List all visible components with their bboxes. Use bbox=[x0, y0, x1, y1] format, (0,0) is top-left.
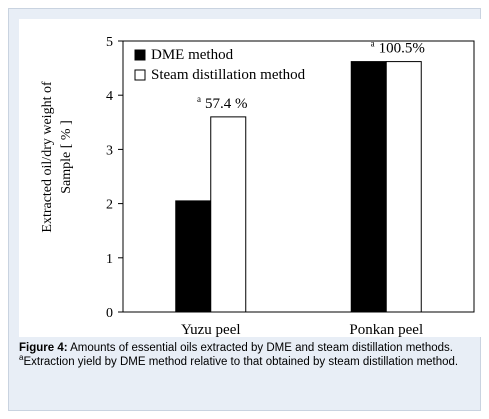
legend-label: DME method bbox=[151, 47, 234, 63]
caption-main: Figure 4: Amounts of essential oils extr… bbox=[19, 341, 477, 355]
data-label-value: 100.5% bbox=[379, 41, 425, 57]
y-tick-label: 0 bbox=[106, 306, 113, 321]
data-label-value: 57.4 % bbox=[205, 96, 248, 112]
figure-caption: Figure 4: Amounts of essential oils extr… bbox=[19, 341, 477, 369]
bar-chart: Extracted oil/dry weight of Sample [ % ]… bbox=[40, 35, 475, 337]
data-label-superscript: a bbox=[371, 39, 375, 49]
y-tick-label: 5 bbox=[106, 35, 113, 50]
data-label-superscript: a bbox=[197, 94, 201, 104]
x-category-label: Yuzu peel bbox=[181, 322, 241, 337]
caption-note-text: Extraction yield by DME method relative … bbox=[23, 356, 459, 368]
legend: DME method Steam distillation method bbox=[134, 47, 306, 83]
y-axis-label-line2: Sample [ % ] bbox=[59, 120, 74, 193]
caption-text: Amounts of essential oils extracted by D… bbox=[67, 342, 453, 354]
y-tick-label: 1 bbox=[106, 252, 113, 267]
legend-swatch-steam bbox=[134, 69, 146, 81]
data-label: a 57.4 % bbox=[197, 94, 248, 112]
y-axis-label-line1: Extracted oil/dry weight of bbox=[40, 81, 55, 233]
bar-steam bbox=[210, 116, 247, 313]
figure-frame: Extracted oil/dry weight of Sample [ % ]… bbox=[8, 8, 481, 411]
y-axis-title: Extracted oil/dry weight of Sample [ % ] bbox=[40, 81, 74, 233]
y-tick-label: 4 bbox=[106, 89, 113, 104]
data-label: a 100.5% bbox=[371, 39, 425, 57]
y-tick-label: 2 bbox=[106, 198, 113, 213]
legend-label: Steam distillation method bbox=[151, 67, 306, 83]
y-tick-label: 3 bbox=[106, 143, 113, 158]
plot-border bbox=[122, 40, 475, 313]
chart-area: Extracted oil/dry weight of Sample [ % ]… bbox=[19, 19, 481, 337]
x-category-label: Ponkan peel bbox=[349, 322, 423, 337]
figure-label: Figure 4: bbox=[19, 342, 68, 354]
bar-steam bbox=[385, 61, 422, 313]
caption-note: aExtraction yield by DME method relative… bbox=[19, 353, 477, 369]
bar-dme bbox=[175, 200, 212, 313]
bar-dme bbox=[350, 61, 387, 313]
caption-note-superscript: a bbox=[19, 353, 24, 363]
legend-swatch-dme bbox=[134, 49, 146, 61]
